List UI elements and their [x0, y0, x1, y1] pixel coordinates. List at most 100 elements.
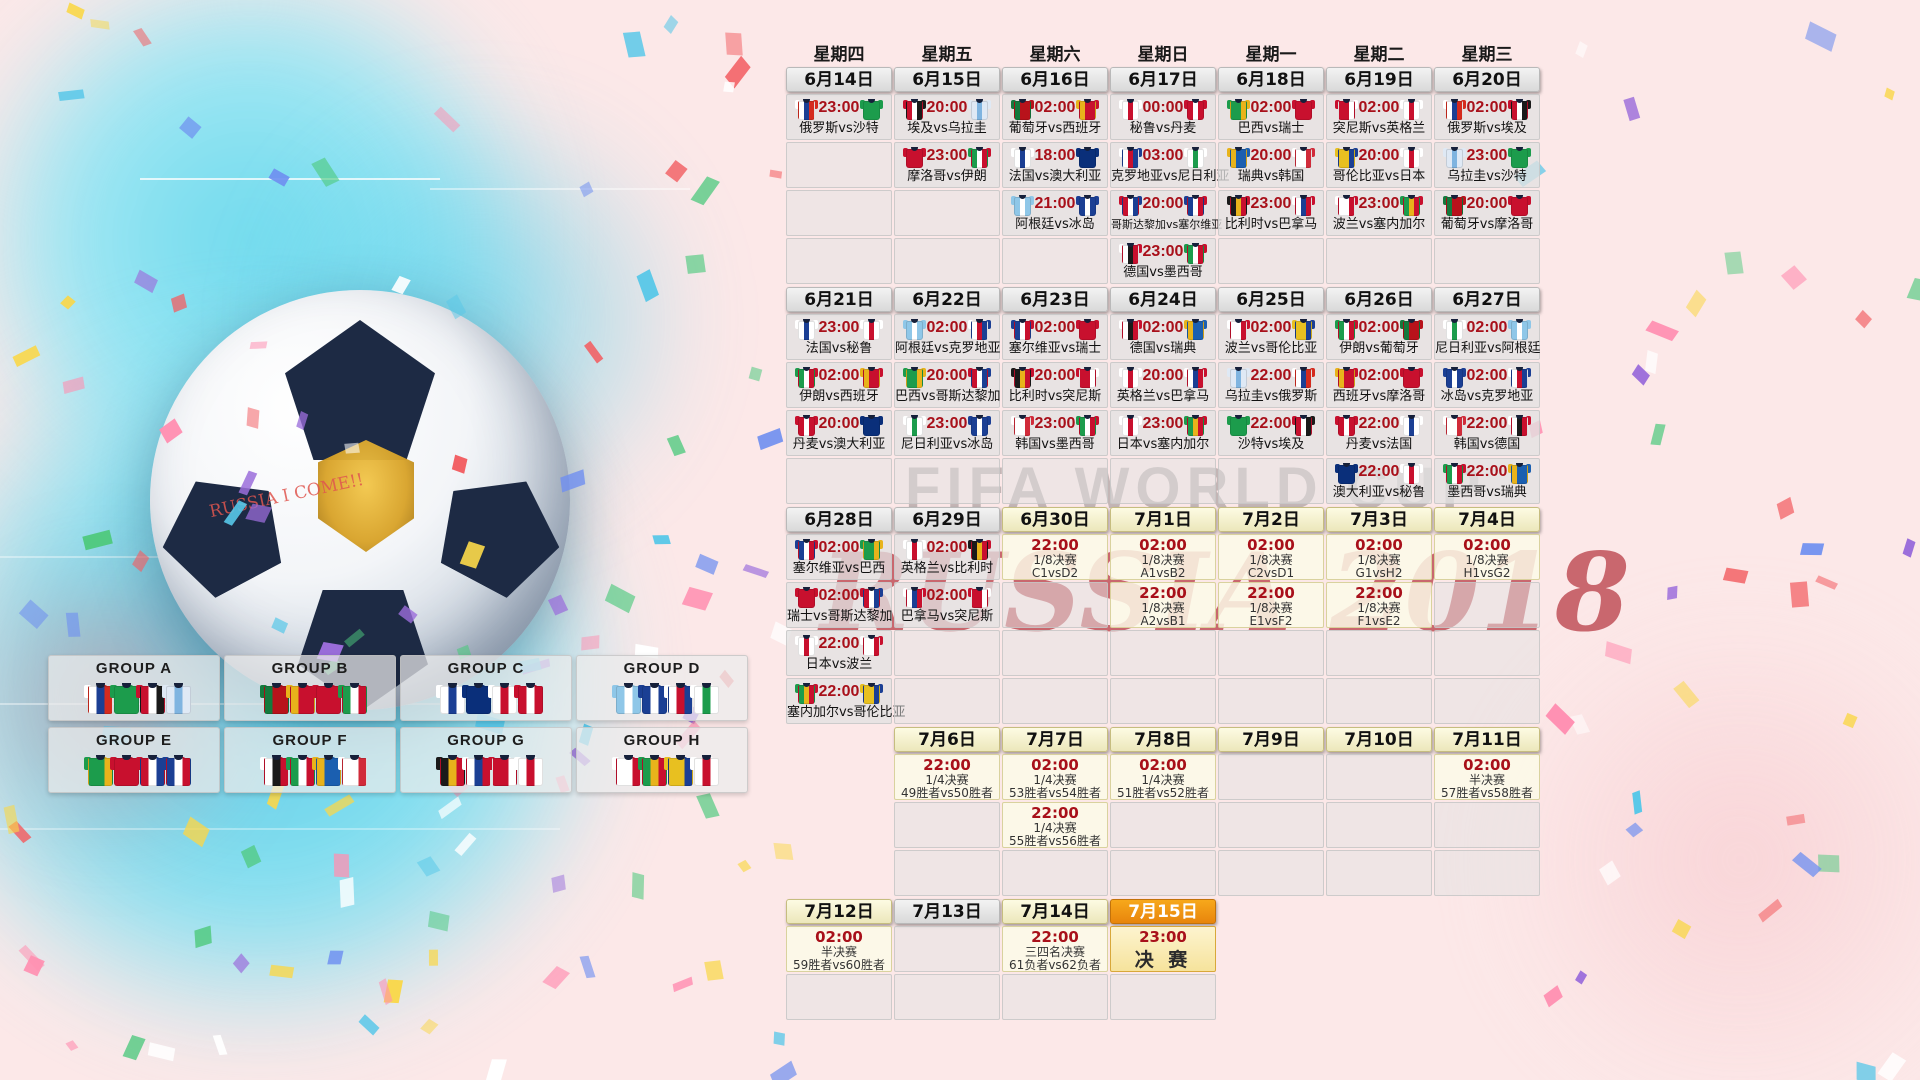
group-panel-e[interactable]: GROUP E: [48, 727, 220, 793]
group-panel-b[interactable]: GROUP B: [224, 655, 396, 721]
match-cell[interactable]: 23:00 法国vs秘鲁: [786, 314, 892, 360]
match-cell[interactable]: 02:00 尼日利亚vs阿根廷: [1434, 314, 1540, 360]
knockout-match-cell[interactable]: 22:00 1/8决赛 A2vsB1: [1110, 582, 1216, 628]
match-cell[interactable]: 22:00 日本vs波兰: [786, 630, 892, 676]
knockout-match-cell[interactable]: 22:00 1/8决赛 E1vsF2: [1218, 582, 1324, 628]
knockout-match-cell[interactable]: 02:00 1/8决赛 G1vsH2: [1326, 534, 1432, 580]
group-panel-d[interactable]: GROUP D: [576, 655, 748, 721]
date-header[interactable]: 6月15日: [894, 67, 1000, 92]
match-cell[interactable]: 22:00 丹麦vs法国: [1326, 410, 1432, 456]
date-header[interactable]: 6月17日: [1110, 67, 1216, 92]
group-panel-g[interactable]: GROUP G: [400, 727, 572, 793]
final-match-cell[interactable]: 23:00 决 赛: [1110, 926, 1216, 972]
date-header[interactable]: 7月8日: [1110, 727, 1216, 752]
date-header[interactable]: 6月19日: [1326, 67, 1432, 92]
match-cell[interactable]: 20:00 丹麦vs澳大利亚: [786, 410, 892, 456]
group-panel-c[interactable]: GROUP C: [400, 655, 572, 721]
date-header[interactable]: 7月2日: [1218, 507, 1324, 532]
knockout-match-cell[interactable]: 02:00 1/8决赛 A1vsB2: [1110, 534, 1216, 580]
match-cell[interactable]: 02:00 伊朗vs葡萄牙: [1326, 314, 1432, 360]
knockout-match-cell[interactable]: 02:00 1/4决赛 51胜者vs52胜者: [1110, 754, 1216, 800]
match-cell[interactable]: 20:00 埃及vs乌拉圭: [894, 94, 1000, 140]
match-cell[interactable]: 20:00 英格兰vs巴拿马: [1110, 362, 1216, 408]
date-header[interactable]: 7月12日: [786, 899, 892, 924]
date-header[interactable]: 7月10日: [1326, 727, 1432, 752]
match-cell[interactable]: 21:00 阿根廷vs冰岛: [1002, 190, 1108, 236]
match-cell[interactable]: 02:00 巴西vs瑞士: [1218, 94, 1324, 140]
match-cell[interactable]: 23:00 波兰vs塞内加尔: [1326, 190, 1432, 236]
match-cell[interactable]: 20:00 巴西vs哥斯达黎加: [894, 362, 1000, 408]
knockout-match-cell[interactable]: 02:00 半决赛 59胜者vs60胜者: [786, 926, 892, 972]
match-cell[interactable]: 02:00 冰岛vs克罗地亚: [1434, 362, 1540, 408]
group-panel-a[interactable]: GROUP A: [48, 655, 220, 721]
date-header[interactable]: 6月18日: [1218, 67, 1324, 92]
knockout-match-cell[interactable]: 22:00 三四名决赛 61负者vs62负者: [1002, 926, 1108, 972]
match-cell[interactable]: 20:00 葡萄牙vs摩洛哥: [1434, 190, 1540, 236]
match-cell[interactable]: 02:00 德国vs瑞典: [1110, 314, 1216, 360]
date-header[interactable]: 6月27日: [1434, 287, 1540, 312]
match-cell[interactable]: 02:00 西班牙vs摩洛哥: [1326, 362, 1432, 408]
match-cell[interactable]: 02:00 瑞士vs哥斯达黎加: [786, 582, 892, 628]
knockout-match-cell[interactable]: 02:00 1/8决赛 C2vsD1: [1218, 534, 1324, 580]
date-header[interactable]: 6月29日: [894, 507, 1000, 532]
knockout-match-cell[interactable]: 22:00 1/4决赛 55胜者vs56胜者: [1002, 802, 1108, 848]
date-header[interactable]: 7月7日: [1002, 727, 1108, 752]
match-cell[interactable]: 02:00 塞尔维亚vs巴西: [786, 534, 892, 580]
knockout-match-cell[interactable]: 02:00 1/4决赛 53胜者vs54胜者: [1002, 754, 1108, 800]
date-header[interactable]: 7月3日: [1326, 507, 1432, 532]
match-cell[interactable]: 18:00 法国vs澳大利亚: [1002, 142, 1108, 188]
match-cell[interactable]: 20:00 比利时vs突尼斯: [1002, 362, 1108, 408]
date-header[interactable]: 7月13日: [894, 899, 1000, 924]
date-header[interactable]: 6月16日: [1002, 67, 1108, 92]
match-cell[interactable]: 23:00 韩国vs墨西哥: [1002, 410, 1108, 456]
match-cell[interactable]: 23:00 俄罗斯vs沙特: [786, 94, 892, 140]
date-header[interactable]: 6月14日: [786, 67, 892, 92]
knockout-match-cell[interactable]: 02:00 1/8决赛 H1vsG2: [1434, 534, 1540, 580]
match-cell[interactable]: 02:00 突尼斯vs英格兰: [1326, 94, 1432, 140]
match-cell[interactable]: 22:00 沙特vs埃及: [1218, 410, 1324, 456]
date-header[interactable]: 7月14日: [1002, 899, 1108, 924]
date-header[interactable]: 6月26日: [1326, 287, 1432, 312]
date-header[interactable]: 7月11日: [1434, 727, 1540, 752]
date-header[interactable]: 7月4日: [1434, 507, 1540, 532]
match-cell[interactable]: 02:00 俄罗斯vs埃及: [1434, 94, 1540, 140]
date-header[interactable]: 6月24日: [1110, 287, 1216, 312]
date-header[interactable]: 7月9日: [1218, 727, 1324, 752]
match-cell[interactable]: 22:00 乌拉圭vs俄罗斯: [1218, 362, 1324, 408]
date-header[interactable]: 6月22日: [894, 287, 1000, 312]
knockout-match-cell[interactable]: 22:00 1/8决赛 C1vsD2: [1002, 534, 1108, 580]
match-cell[interactable]: 23:00 德国vs墨西哥: [1110, 238, 1216, 284]
date-header[interactable]: 6月21日: [786, 287, 892, 312]
match-cell[interactable]: 02:00 葡萄牙vs西班牙: [1002, 94, 1108, 140]
group-panel-h[interactable]: GROUP H: [576, 727, 748, 793]
group-panel-f[interactable]: GROUP F: [224, 727, 396, 793]
date-header[interactable]: 6月25日: [1218, 287, 1324, 312]
match-cell[interactable]: 02:00 伊朗vs西班牙: [786, 362, 892, 408]
knockout-match-cell[interactable]: 22:00 1/8决赛 F1vsE2: [1326, 582, 1432, 628]
match-cell[interactable]: 23:00 乌拉圭vs沙特: [1434, 142, 1540, 188]
match-cell[interactable]: 02:00 巴拿马vs突尼斯: [894, 582, 1000, 628]
match-cell[interactable]: 23:00 日本vs塞内加尔: [1110, 410, 1216, 456]
match-cell[interactable]: 22:00 墨西哥vs瑞典: [1434, 458, 1540, 504]
match-cell[interactable]: 23:00 比利时vs巴拿马: [1218, 190, 1324, 236]
match-cell[interactable]: 02:00 英格兰vs比利时: [894, 534, 1000, 580]
match-cell[interactable]: 02:00 塞尔维亚vs瑞士: [1002, 314, 1108, 360]
match-cell[interactable]: 02:00 阿根廷vs克罗地亚: [894, 314, 1000, 360]
match-cell[interactable]: 22:00 澳大利亚vs秘鲁: [1326, 458, 1432, 504]
knockout-match-cell[interactable]: 02:00 半决赛 57胜者vs58胜者: [1434, 754, 1540, 800]
match-cell[interactable]: 20:00 哥斯达黎加vs塞尔维亚: [1110, 190, 1222, 236]
date-header[interactable]: 7月6日: [894, 727, 1000, 752]
knockout-match-cell[interactable]: 22:00 1/4决赛 49胜者vs50胜者: [894, 754, 1000, 800]
match-cell[interactable]: 00:00 秘鲁vs丹麦: [1110, 94, 1216, 140]
date-header[interactable]: 6月23日: [1002, 287, 1108, 312]
match-cell[interactable]: 23:00 尼日利亚vs冰岛: [894, 410, 1000, 456]
date-header[interactable]: 7月1日: [1110, 507, 1216, 532]
match-cell[interactable]: 23:00 摩洛哥vs伊朗: [894, 142, 1000, 188]
match-cell[interactable]: 22:00 韩国vs德国: [1434, 410, 1540, 456]
match-cell[interactable]: 20:00 瑞典vs韩国: [1218, 142, 1324, 188]
date-header[interactable]: 6月28日: [786, 507, 892, 532]
match-cell[interactable]: 02:00 波兰vs哥伦比亚: [1218, 314, 1324, 360]
match-cell[interactable]: 03:00 克罗地亚vs尼日利亚: [1110, 142, 1229, 188]
date-header[interactable]: 7月15日: [1110, 899, 1216, 924]
match-cell[interactable]: 20:00 哥伦比亚vs日本: [1326, 142, 1432, 188]
